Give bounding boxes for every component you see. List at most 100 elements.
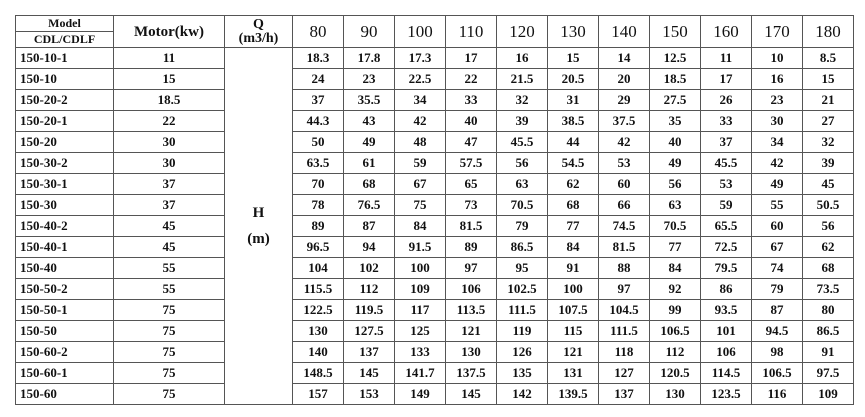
head-value-cell: 92 — [649, 278, 701, 300]
head-value-cell: 106.5 — [649, 320, 701, 342]
model-cell: 150-30 — [15, 194, 114, 216]
model-cell: 150-60-1 — [15, 362, 114, 384]
head-value-cell: 137.5 — [445, 362, 497, 384]
head-value-cell: 39 — [496, 110, 548, 132]
head-value-cell: 45.5 — [496, 131, 548, 153]
head-value-cell: 106.5 — [751, 362, 803, 384]
table-row: 150-50-1 75 122.5 119.5 117 113.5 111.5 107.5 10… — [15, 299, 854, 321]
head-value-cell: 86.5 — [496, 236, 548, 258]
head-value-cell: 79 — [496, 215, 548, 237]
flow-header-cell: 100 — [394, 15, 446, 48]
head-value-cell: 111.5 — [598, 320, 650, 342]
head-value-cell: 56 — [802, 215, 854, 237]
head-value-cell: 112 — [343, 278, 395, 300]
head-value-cell: 38.5 — [547, 110, 599, 132]
flow-header-cell: 90 — [343, 15, 395, 48]
table-row: 150-30-2 30 63.5 61 59 57.5 56 54.5 53 49 45.5 42 39 — [15, 152, 854, 174]
head-value-cell: 15 — [547, 47, 599, 69]
motor-cell: 15 — [113, 68, 225, 90]
head-value-cell: 74 — [751, 257, 803, 279]
flow-header-cell: 150 — [649, 15, 701, 48]
motor-cell: 30 — [113, 152, 225, 174]
head-value-cell: 50.5 — [802, 194, 854, 216]
flow-header-cell: 130 — [547, 15, 599, 48]
head-value-cell: 142 — [496, 383, 548, 405]
head-value-cell: 21.5 — [496, 68, 548, 90]
head-value-cell: 127 — [598, 362, 650, 384]
head-value-cell: 37.5 — [598, 110, 650, 132]
motor-cell: 55 — [113, 257, 225, 279]
head-value-cell: 121 — [445, 320, 497, 342]
head-value-cell: 130 — [292, 320, 344, 342]
table-row: 150-20-1 22 44.3 43 42 40 39 38.5 37.5 35 33 30 27 — [15, 110, 854, 132]
table-row: 150-40-2 45 89 87 84 81.5 79 77 74.5 70.5 65.5 60 56 — [15, 215, 854, 237]
head-value-cell: 94 — [343, 236, 395, 258]
head-value-cell: 56 — [649, 173, 701, 195]
head-value-cell: 15 — [802, 68, 854, 90]
motor-cell: 75 — [113, 362, 225, 384]
head-value-cell: 131 — [547, 362, 599, 384]
head-value-cell: 137 — [598, 383, 650, 405]
head-value-cell: 66 — [598, 194, 650, 216]
model-cell: 150-20-1 — [15, 110, 114, 132]
head-value-cell: 14 — [598, 47, 650, 69]
head-value-cell: 104.5 — [598, 299, 650, 321]
head-value-cell: 12.5 — [649, 47, 701, 69]
head-value-cell: 117 — [394, 299, 446, 321]
motor-cell: 75 — [113, 299, 225, 321]
table-row: 150-60-1 75 148.5 145 141.7 137.5 135 131 127 120… — [15, 362, 854, 384]
head-value-cell: 32 — [496, 89, 548, 111]
head-value-cell: 84 — [649, 257, 701, 279]
table-row: 150-60-2 75 140 137 133 130 126 121 118 112 106 98 9… — [15, 341, 854, 363]
head-value-cell: 44.3 — [292, 110, 344, 132]
head-value-cell: 130 — [649, 383, 701, 405]
head-value-cell: 73 — [445, 194, 497, 216]
head-value-cell: 119.5 — [343, 299, 395, 321]
model-cell: 150-40 — [15, 257, 114, 279]
head-label-cell: H (m) — [224, 47, 293, 405]
head-value-cell: 54.5 — [547, 152, 599, 174]
head-value-cell: 123.5 — [700, 383, 752, 405]
head-value-cell: 67 — [751, 236, 803, 258]
head-unit: (m) — [247, 231, 270, 247]
head-value-cell: 56 — [496, 152, 548, 174]
head-value-cell: 63 — [649, 194, 701, 216]
head-value-cell: 137 — [343, 341, 395, 363]
head-value-cell: 89 — [292, 215, 344, 237]
head-value-cell: 97 — [598, 278, 650, 300]
head-value-cell: 59 — [700, 194, 752, 216]
head-value-cell: 60 — [598, 173, 650, 195]
model-cell: 150-50-1 — [15, 299, 114, 321]
head-value-cell: 21 — [802, 89, 854, 111]
head-value-cell: 39 — [802, 152, 854, 174]
head-value-cell: 94.5 — [751, 320, 803, 342]
head-value-cell: 153 — [343, 383, 395, 405]
table-row: 150-10-1 11 H (m) 18.3 17.8 17.3 17 16 15 14 12.5 11… — [15, 47, 854, 405]
head-value-cell: 62 — [802, 236, 854, 258]
model-header-top: Model — [16, 16, 113, 32]
head-value-cell: 27 — [802, 110, 854, 132]
table-row: 150-40 55 104 102 100 97 95 91 88 84 79.5 74 68 — [15, 257, 854, 279]
head-value-cell: 121 — [547, 341, 599, 363]
head-value-cell: 145 — [343, 362, 395, 384]
head-value-cell: 125 — [394, 320, 446, 342]
head-value-cell: 135 — [496, 362, 548, 384]
head-value-cell: 53 — [598, 152, 650, 174]
head-value-cell: 77 — [547, 215, 599, 237]
head-value-cell: 114.5 — [700, 362, 752, 384]
head-value-cell: 42 — [598, 131, 650, 153]
head-value-cell: 79 — [751, 278, 803, 300]
flow-header: Q (m3/h) — [224, 15, 293, 48]
head-value-cell: 20 — [598, 68, 650, 90]
motor-cell: 37 — [113, 194, 225, 216]
head-value-cell: 97 — [445, 257, 497, 279]
head-value-cell: 17 — [700, 68, 752, 90]
head-value-cell: 70.5 — [649, 215, 701, 237]
head-value-cell: 115 — [547, 320, 599, 342]
head-value-cell: 40 — [649, 131, 701, 153]
head-value-cell: 17 — [445, 47, 497, 69]
head-value-cell: 109 — [394, 278, 446, 300]
head-value-cell: 98 — [751, 341, 803, 363]
head-value-cell: 157 — [292, 383, 344, 405]
head-value-cell: 99 — [649, 299, 701, 321]
